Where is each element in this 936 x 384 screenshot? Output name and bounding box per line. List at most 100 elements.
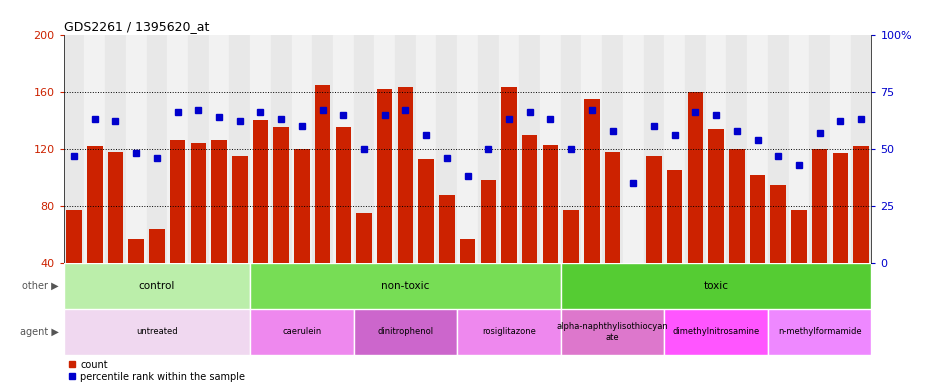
Bar [521, 135, 537, 263]
Text: dimethylnitrosamine: dimethylnitrosamine [672, 328, 759, 336]
Bar [809, 35, 829, 263]
Bar [291, 35, 312, 263]
Bar [169, 140, 185, 263]
Bar [460, 239, 475, 263]
Bar [790, 210, 806, 263]
Bar [643, 35, 664, 263]
Bar [436, 35, 457, 263]
Bar [728, 149, 744, 263]
Bar [125, 35, 146, 263]
Text: GDS2261 / 1395620_at: GDS2261 / 1395620_at [64, 20, 209, 33]
Bar [188, 35, 209, 263]
Text: other ▶: other ▶ [22, 281, 59, 291]
Bar [416, 35, 436, 263]
Bar [87, 146, 102, 263]
Bar [498, 35, 519, 263]
Text: toxic: toxic [703, 281, 728, 291]
Bar [168, 35, 188, 263]
Bar [622, 35, 643, 263]
Bar [560, 309, 664, 355]
Bar [602, 35, 622, 263]
Bar [190, 143, 206, 263]
Bar [708, 129, 724, 263]
Text: dinitrophenol: dinitrophenol [377, 328, 433, 336]
Legend: count, percentile rank within the sample: count, percentile rank within the sample [68, 359, 245, 382]
Bar [108, 152, 124, 263]
Text: alpha-naphthylisothiocyan
ate: alpha-naphthylisothiocyan ate [556, 322, 667, 342]
Bar [457, 309, 560, 355]
Bar [395, 35, 416, 263]
Bar [477, 35, 498, 263]
Bar [705, 35, 725, 263]
Bar [84, 35, 105, 263]
Text: non-toxic: non-toxic [381, 281, 430, 291]
Text: agent ▶: agent ▶ [21, 327, 59, 337]
Bar [250, 309, 353, 355]
Bar [539, 35, 560, 263]
Bar [146, 35, 168, 263]
Bar [314, 84, 330, 263]
Bar [250, 35, 271, 263]
Bar [457, 35, 477, 263]
Bar [271, 35, 291, 263]
Bar [374, 35, 395, 263]
Bar [746, 35, 767, 263]
Bar [149, 229, 165, 263]
Bar [646, 156, 661, 263]
Bar [480, 180, 495, 263]
Bar [519, 35, 539, 263]
Bar [542, 145, 558, 263]
Text: caerulein: caerulein [282, 328, 321, 336]
Bar [811, 149, 826, 263]
Bar [128, 239, 144, 263]
Bar [211, 140, 227, 263]
Bar [767, 309, 870, 355]
Bar [581, 35, 602, 263]
Bar [253, 120, 268, 263]
Bar [560, 263, 870, 309]
Bar [66, 210, 81, 263]
Bar [356, 213, 372, 263]
Bar [687, 92, 702, 263]
Bar [105, 35, 125, 263]
Bar [250, 263, 560, 309]
Bar [209, 35, 229, 263]
Bar [749, 175, 765, 263]
Bar [397, 88, 413, 263]
Bar [232, 156, 247, 263]
Bar [64, 263, 250, 309]
Bar [332, 35, 353, 263]
Bar [418, 159, 433, 263]
Text: control: control [139, 281, 175, 291]
Bar [64, 35, 84, 263]
Bar [788, 35, 809, 263]
Bar [353, 309, 457, 355]
Bar [439, 195, 454, 263]
Bar [664, 35, 684, 263]
Bar [501, 88, 516, 263]
Bar [229, 35, 250, 263]
Text: rosiglitazone: rosiglitazone [481, 328, 535, 336]
Bar [353, 35, 374, 263]
Bar [769, 185, 785, 263]
Bar [560, 35, 581, 263]
Bar [829, 35, 850, 263]
Bar [767, 35, 788, 263]
Bar [376, 89, 392, 263]
Bar [604, 152, 620, 263]
Bar [312, 35, 332, 263]
Bar [273, 127, 288, 263]
Bar [294, 149, 309, 263]
Text: n-methylformamide: n-methylformamide [777, 328, 860, 336]
Bar [666, 170, 681, 263]
Bar [832, 153, 847, 263]
Bar [64, 309, 250, 355]
Bar [335, 127, 351, 263]
Bar [853, 146, 868, 263]
Text: untreated: untreated [136, 328, 178, 336]
Bar [684, 35, 705, 263]
Bar [850, 35, 870, 263]
Bar [563, 210, 578, 263]
Bar [725, 35, 746, 263]
Bar [583, 99, 599, 263]
